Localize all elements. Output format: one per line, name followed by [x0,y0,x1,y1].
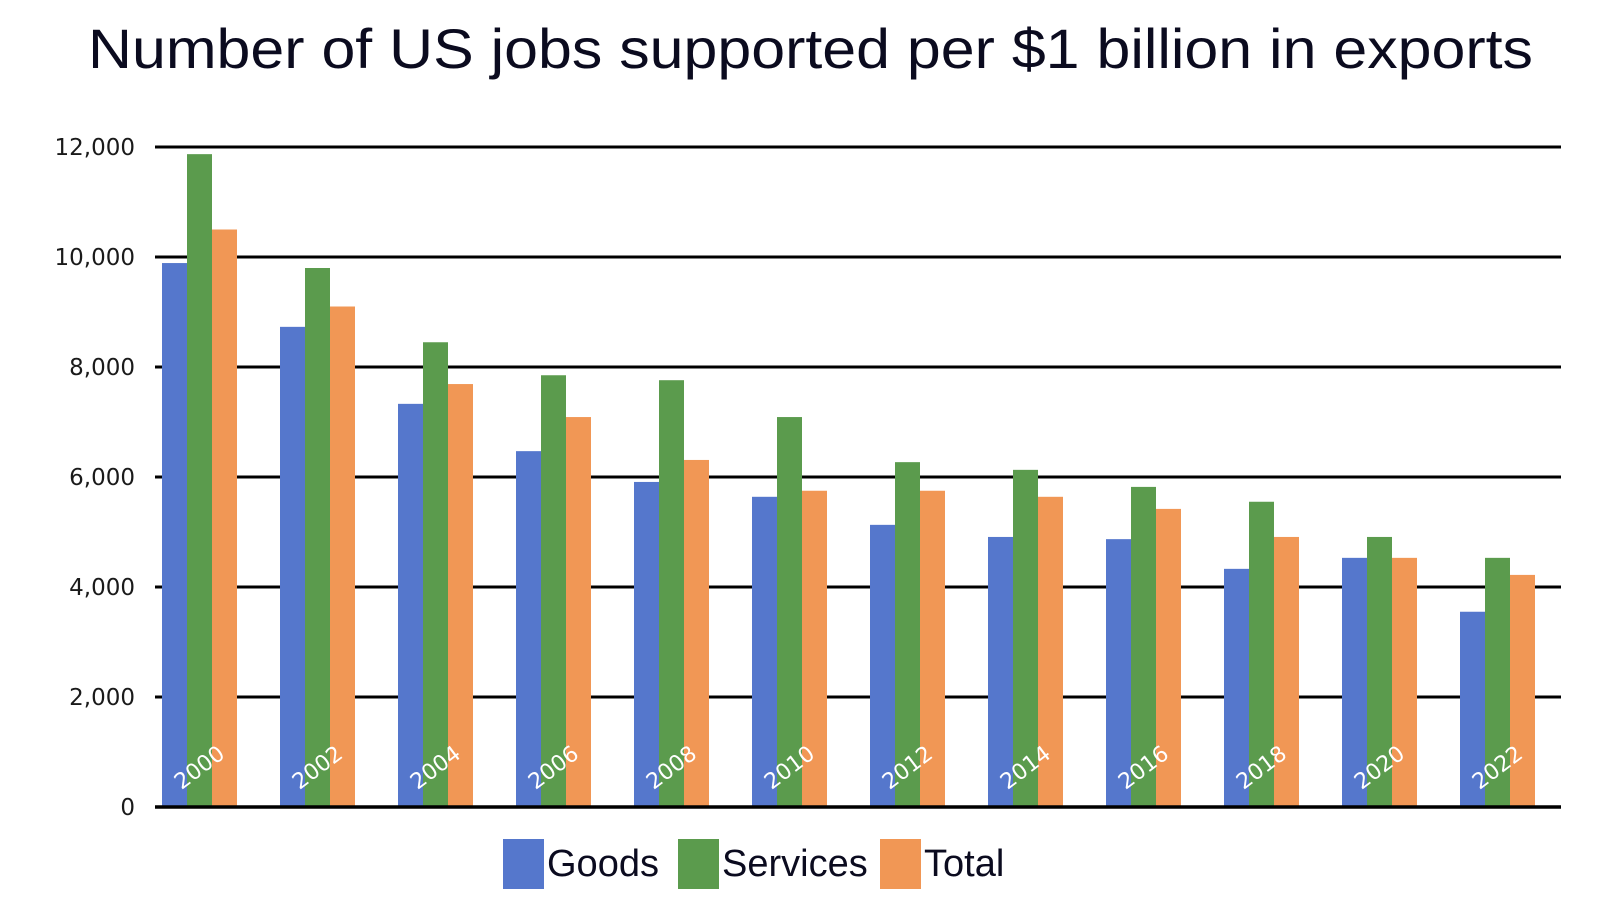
bar-services-2020 [1367,536,1392,807]
x-axis-ticks: 2000 2002 2004 2006 2008 2010 2012 2014 2016 2018… [170,741,1528,795]
y-tick-label: 0 [120,795,135,821]
bar-services-2018 [1249,501,1274,807]
y-tick-label: 6,000 [69,465,135,491]
bar-services-2002 [305,268,330,807]
bar-goods-2018 [1224,568,1249,807]
y-tick-label: 12,000 [55,135,135,161]
bar-goods-2016 [1106,539,1131,807]
bar-goods-2006 [516,451,541,807]
bar-goods-2010 [752,496,777,807]
legend-item-services: Services [678,838,868,890]
bar-total-2016 [1156,508,1181,807]
bar-goods-2014 [988,536,1013,807]
bar-services-2004 [423,342,448,807]
bar-services-2022 [1485,557,1510,807]
bar-services-2016 [1131,486,1156,807]
bar-total-2006 [566,417,591,807]
y-tick-label: 2,000 [69,685,135,711]
legend-item-goods: Goods [503,838,659,890]
bar-total-2012 [920,490,945,807]
bar-goods-2022 [1460,611,1485,807]
bar-services-2014 [1013,469,1038,807]
bar-total-2018 [1274,536,1299,807]
legend-swatch [880,839,921,889]
y-tick-label: 4,000 [69,575,135,601]
legend-label: Goods [547,842,659,885]
bar-goods-2008 [634,481,659,807]
bar-goods-2012 [870,524,895,807]
legend-item-total: Total [880,838,1004,890]
bar-services-2000 [187,154,212,807]
bar-total-2002 [330,306,355,807]
chart-title-text: Number of US jobs supported per $1 billi… [88,17,1533,80]
bar-total-2008 [684,459,709,807]
legend-swatch [503,839,544,889]
bar-total-2000 [212,229,237,807]
bar-goods-2004 [398,403,423,807]
bar-goods-2020 [1342,557,1367,807]
y-tick-label: 8,000 [69,355,135,381]
bar-services-2006 [541,375,566,807]
legend-swatch [678,839,719,889]
bars [162,154,1535,807]
y-tick-label: 10,000 [55,245,135,271]
chart-title: Number of US jobs supported per $1 billi… [88,14,1600,84]
bar-services-2012 [895,462,920,807]
legend-label: Services [722,842,868,885]
bar-total-2010 [802,490,827,807]
bar-total-2004 [448,384,473,807]
bar-goods-2000 [162,263,187,807]
bar-services-2010 [777,417,802,807]
y-axis-ticks: 0 2,000 4,000 6,000 8,000 10,000 12,000 [55,135,135,821]
bar-total-2022 [1510,574,1535,807]
bar-total-2020 [1392,557,1417,807]
legend-label: Total [924,842,1005,885]
gridlines [155,145,1561,699]
bar-services-2008 [659,380,684,807]
bar-total-2014 [1038,496,1063,807]
bar-goods-2002 [280,326,305,807]
bar-chart: 0 2,000 4,000 6,000 8,000 10,000 12,000 2000 20… [55,135,1561,821]
